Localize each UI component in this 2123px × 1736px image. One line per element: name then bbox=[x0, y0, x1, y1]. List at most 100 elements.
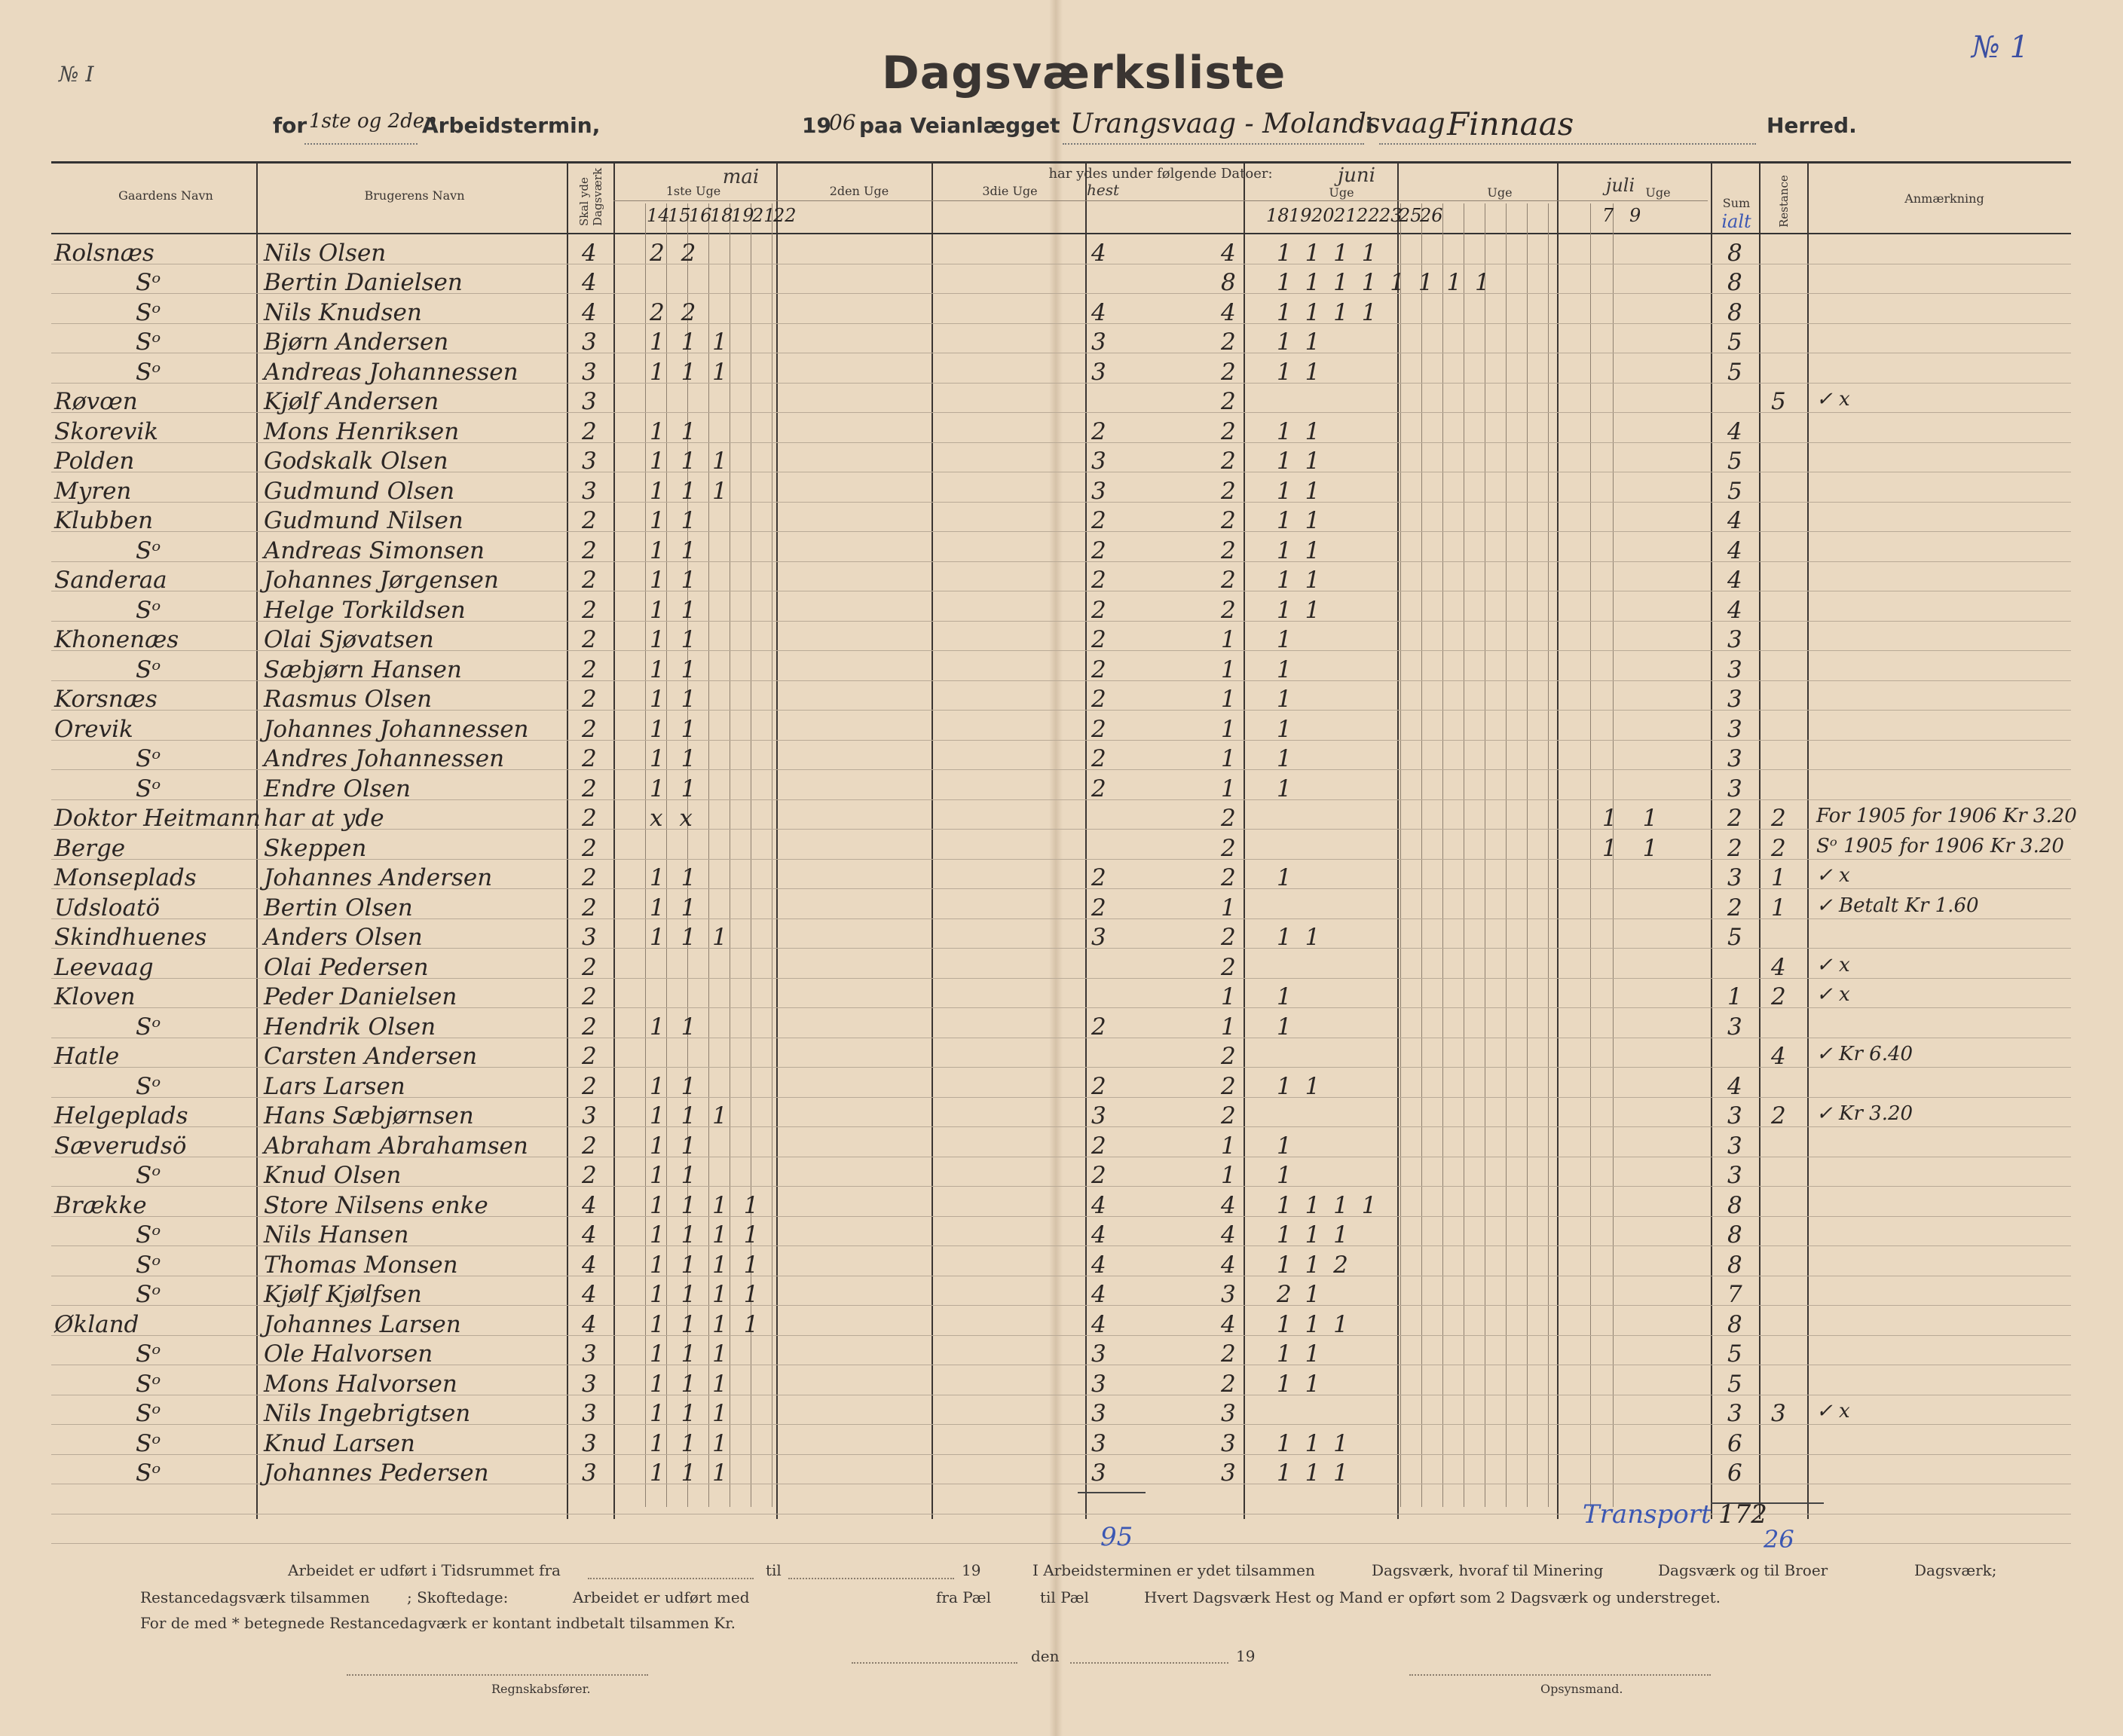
week3-count: 4 bbox=[1221, 1221, 1236, 1249]
week1-header: 1ste Uge bbox=[665, 184, 721, 198]
week3-count: 3 bbox=[1221, 1281, 1236, 1308]
row-line bbox=[51, 799, 2071, 800]
footer-text: ; Skoftedage: bbox=[407, 1588, 509, 1606]
term-label: Arbeidstermin, bbox=[422, 113, 601, 138]
skal-value: 2 bbox=[582, 417, 597, 445]
footer-text: den bbox=[1031, 1647, 1060, 1665]
week4-marks: 1 1 1 bbox=[1277, 1310, 1351, 1338]
hest-count: 2 bbox=[1091, 536, 1106, 564]
row-line bbox=[51, 561, 2071, 562]
sum-value: 2 bbox=[1727, 834, 1742, 862]
sum-value: 6 bbox=[1727, 1429, 1742, 1457]
bruger-name: Thomas Monsen bbox=[264, 1251, 458, 1279]
week1-marks: 2 2 bbox=[650, 239, 701, 267]
table-top-border bbox=[51, 161, 2071, 164]
sum-value: 5 bbox=[1727, 1370, 1742, 1398]
week4-marks: 1 1 1 1 bbox=[1277, 239, 1380, 267]
row-line bbox=[51, 442, 2071, 443]
sum-total: 172 bbox=[1718, 1499, 1767, 1530]
sum-value: 3 bbox=[1727, 626, 1742, 653]
week1-marks: x x bbox=[650, 805, 697, 832]
week1-marks: 1 1 bbox=[650, 1013, 701, 1041]
dotted-line bbox=[304, 143, 418, 145]
row-line bbox=[51, 1215, 2071, 1217]
signature-line bbox=[347, 1674, 648, 1676]
week1-marks: 1 1 1 bbox=[650, 1429, 732, 1457]
week1-marks: 1 1 1 bbox=[650, 1102, 732, 1129]
week3-count: 3 bbox=[1221, 1400, 1236, 1427]
skal-value: 3 bbox=[582, 1429, 597, 1457]
week1-marks: 1 1 1 bbox=[650, 448, 732, 475]
hest-count: 4 bbox=[1091, 1310, 1106, 1338]
week1-marks: 1 1 1 bbox=[650, 924, 732, 951]
herred-label: Herred. bbox=[1767, 113, 1857, 138]
day-column-line bbox=[1421, 203, 1422, 1507]
sum-value: 5 bbox=[1727, 1340, 1742, 1368]
week5-header: Uge bbox=[1487, 185, 1513, 200]
day-column-line bbox=[645, 203, 646, 1507]
sum-value: 3 bbox=[1727, 1013, 1742, 1041]
week3-count: 2 bbox=[1221, 924, 1236, 951]
bruger-name: Godskalk Olsen bbox=[264, 448, 448, 475]
week1-marks: 1 1 bbox=[650, 417, 701, 445]
row-line bbox=[51, 1007, 2071, 1008]
week3-count: 2 bbox=[1221, 536, 1236, 564]
skal-value: 2 bbox=[582, 1013, 597, 1041]
restance-value: 2 bbox=[1771, 805, 1786, 832]
bruger-name: Mons Halvorsen bbox=[264, 1370, 457, 1398]
footer-text: Restancedagsværk tilsammen bbox=[140, 1588, 370, 1606]
week3-count: 2 bbox=[1221, 448, 1236, 475]
row-line bbox=[51, 412, 2071, 413]
row-line bbox=[51, 322, 2071, 324]
gaard-name: Khonenæs bbox=[54, 626, 179, 653]
week1-marks: 1 1 1 bbox=[650, 358, 732, 386]
hest-count: 4 bbox=[1091, 1251, 1106, 1279]
skal-value: 3 bbox=[582, 329, 597, 356]
week4-marks: 1 1 bbox=[1277, 448, 1323, 475]
row-line bbox=[51, 1543, 2071, 1544]
hest-count: 3 bbox=[1091, 1429, 1106, 1457]
week1-marks: 1 1 bbox=[650, 686, 701, 713]
day-number: 21 bbox=[1334, 205, 1357, 226]
bruger-name: Anders Olsen bbox=[264, 924, 423, 951]
day-column-line bbox=[1613, 203, 1614, 1507]
day-number: 16 bbox=[689, 205, 712, 226]
skal-value: 4 bbox=[582, 298, 597, 326]
column-divider bbox=[1759, 163, 1760, 1519]
day-number: 19 bbox=[1289, 205, 1312, 226]
bruger-name: Mons Henriksen bbox=[264, 417, 460, 445]
week1-marks: 1 1 bbox=[650, 1132, 701, 1160]
hest-count: 4 bbox=[1091, 298, 1106, 326]
gaard-name: Brække bbox=[54, 1191, 147, 1219]
bruger-name: Andreas Johannessen bbox=[264, 358, 519, 386]
skal-value: 4 bbox=[582, 269, 597, 296]
skal-value: 2 bbox=[582, 1162, 597, 1189]
anmerkning: ✓ Kr 6.40 bbox=[1816, 1043, 1913, 1065]
sum-value: 6 bbox=[1727, 1459, 1742, 1487]
week1-marks: 1 1 1 bbox=[650, 1400, 732, 1427]
hest-count: 3 bbox=[1091, 1102, 1106, 1129]
page-number-right: № 1 bbox=[1972, 30, 2030, 65]
row-line bbox=[51, 1126, 2071, 1127]
col-anm-header: Anmærkning bbox=[1904, 191, 1984, 206]
skal-value: 2 bbox=[582, 745, 597, 772]
week1-marks: 1 1 bbox=[650, 1072, 701, 1100]
week4-marks: 1 1 bbox=[1277, 567, 1323, 594]
hest-count: 2 bbox=[1091, 656, 1106, 683]
bruger-name: Nils Hansen bbox=[264, 1221, 409, 1249]
paa-label: paa Veianlægget bbox=[859, 113, 1060, 138]
day-number: 25 bbox=[1399, 205, 1422, 226]
column-divider bbox=[1557, 163, 1559, 1519]
sum-value: 8 bbox=[1727, 239, 1742, 267]
gaard-name: Sᵒ bbox=[136, 775, 161, 802]
gaard-name: Polden bbox=[54, 448, 135, 475]
gaard-name: Udsloatö bbox=[54, 894, 161, 921]
bruger-name: Knud Larsen bbox=[264, 1429, 415, 1457]
week1-marks: 1 1 bbox=[650, 715, 701, 743]
skal-value: 2 bbox=[582, 567, 597, 594]
week4-marks: 1 bbox=[1277, 656, 1295, 683]
hest-count: 3 bbox=[1091, 477, 1106, 505]
week4-marks: 1 1 bbox=[1277, 477, 1323, 505]
gaard-name: Kloven bbox=[54, 983, 136, 1010]
week1-marks: 1 1 bbox=[650, 894, 701, 921]
